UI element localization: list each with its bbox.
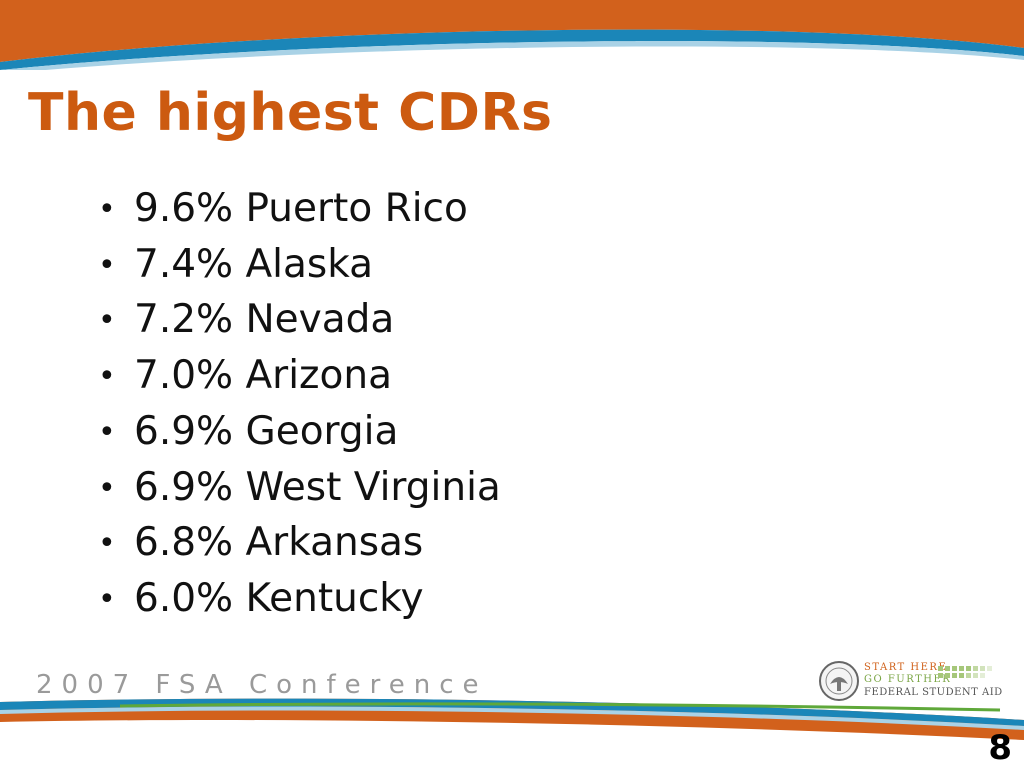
list-item: • 7.4% Alaska: [98, 238, 501, 294]
list-item-text: 6.0% Kentucky: [134, 575, 424, 621]
slide-title: The highest CDRs: [28, 83, 553, 143]
list-item: • 6.0% Kentucky: [98, 572, 501, 628]
bullet-icon: •: [98, 247, 116, 283]
seal-icon: [819, 661, 859, 701]
bullet-icon: •: [98, 414, 116, 450]
logo-line-federal-student-aid: FEDERAL STUDENT AID: [864, 687, 1003, 698]
header-band: [0, 0, 1024, 70]
footer-green-rule: [119, 702, 1001, 712]
bullet-icon: •: [98, 526, 116, 562]
list-item-text: 6.9% Georgia: [134, 408, 399, 454]
list-item: • 6.8% Arkansas: [98, 516, 501, 572]
list-item: • 6.9% West Virginia: [98, 461, 501, 517]
bullet-icon: •: [98, 359, 116, 395]
fsa-logo: START HERE GO FURTHER FEDERAL STUDENT AI…: [818, 660, 1018, 706]
list-item-text: 9.6% Puerto Rico: [134, 186, 468, 231]
list-item-text: 6.8% Arkansas: [134, 520, 424, 566]
bullet-icon: •: [98, 581, 116, 617]
logo-line-go-further: GO FURTHER: [864, 674, 952, 685]
list-item-text: 7.2% Nevada: [134, 297, 395, 343]
list-item: • 9.6% Puerto Rico: [98, 182, 501, 238]
bullet-icon: •: [98, 470, 116, 506]
list-item: • 7.2% Nevada: [98, 293, 501, 349]
list-item-text: 7.0% Arizona: [134, 353, 392, 399]
bullet-icon: •: [98, 192, 116, 227]
page-number: 8: [988, 728, 1012, 768]
dot-grid-icon: [938, 666, 992, 678]
bullet-icon: •: [98, 303, 116, 339]
conference-label: 2007 FSA Conference: [36, 670, 488, 700]
list-item-text: 6.9% West Virginia: [134, 464, 501, 510]
list-item: • 7.0% Arizona: [98, 349, 501, 405]
logo-line-start-here: START HERE: [864, 662, 948, 673]
cdr-list: • 9.6% Puerto Rico • 7.4% Alaska • 7.2% Nev…: [98, 182, 501, 628]
list-item-text: 7.4% Alaska: [134, 241, 374, 287]
list-item: • 6.9% Georgia: [98, 405, 501, 461]
